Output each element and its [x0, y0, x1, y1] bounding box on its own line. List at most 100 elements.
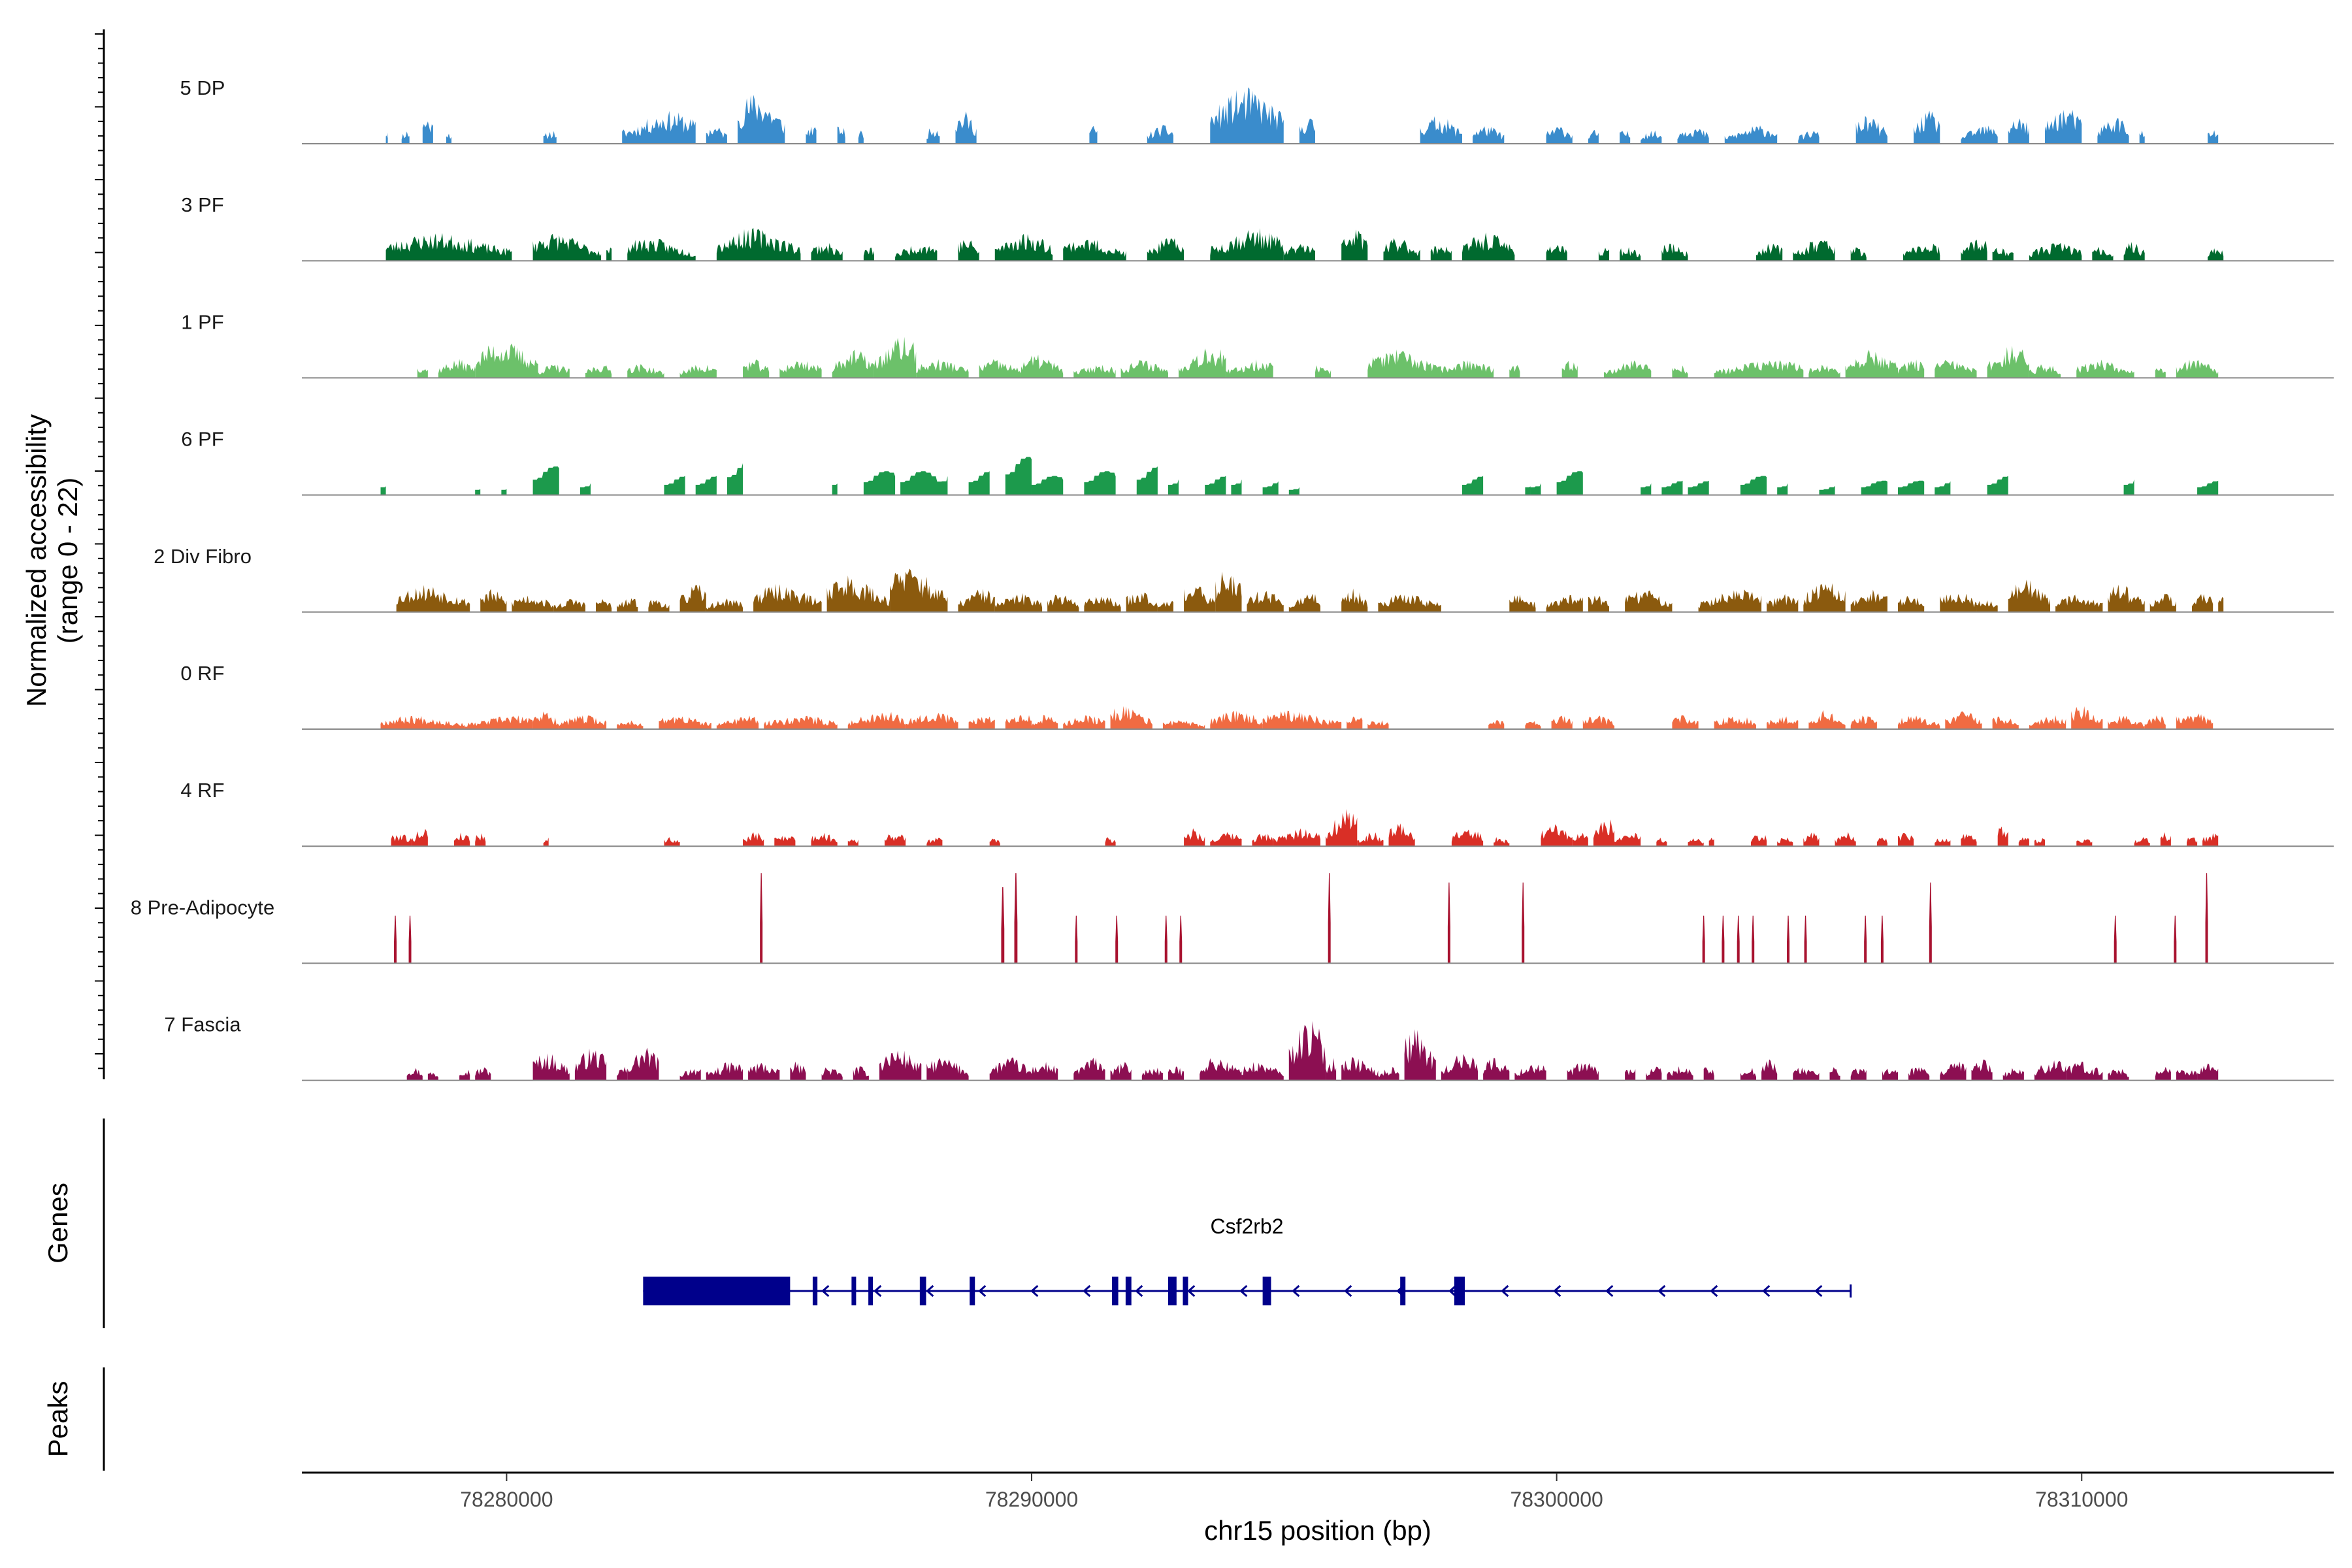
coverage-peak	[1110, 706, 1152, 729]
gene-exon	[1454, 1277, 1465, 1305]
coverage-peak	[1897, 480, 1925, 495]
coverage-peak	[885, 834, 906, 847]
coverage-peak	[2176, 1070, 2198, 1081]
coverage-peak	[1935, 359, 1977, 378]
coverage-peak	[406, 1068, 423, 1081]
coverage-peak	[821, 1067, 843, 1081]
coverage-peak	[716, 227, 801, 261]
coverage-peak	[1341, 1057, 1379, 1081]
coverage-peak	[1546, 595, 1583, 612]
coverage-peak	[1897, 359, 1925, 378]
coverage-peak	[1047, 595, 1079, 612]
gene-exon	[1183, 1277, 1188, 1305]
coverage-peak	[543, 131, 557, 144]
genes-panel: Genes Csf2rb2	[42, 1119, 1852, 1328]
coverage-peak	[617, 598, 638, 612]
coverage-peak	[1997, 826, 2008, 847]
coverage-peak	[1667, 1066, 1693, 1081]
coverage-peak	[2155, 368, 2166, 378]
coverage-peak	[385, 233, 512, 261]
coverage-y-axis	[95, 29, 105, 1079]
coverage-peak	[1567, 1063, 1599, 1081]
gene-exon	[1111, 1277, 1119, 1305]
coverage-peak	[1462, 476, 1484, 495]
coverage-peak	[1767, 716, 1799, 729]
coverage-peak	[1215, 572, 1242, 612]
coverage-peak	[989, 838, 1000, 847]
coverage-peak	[1724, 125, 1778, 144]
coverage-peak	[1514, 1064, 1546, 1081]
coverage-peak	[926, 838, 943, 847]
coverage-peak	[1850, 1068, 1867, 1081]
coverage-peak	[396, 585, 470, 612]
coverage-peak	[916, 359, 969, 378]
track-label: 7 Fascia	[164, 1013, 241, 1036]
coverage-peak	[1861, 480, 1887, 495]
coverage-peak	[1210, 87, 1284, 144]
coverage-peak	[1620, 131, 1631, 144]
coverage-peak	[1105, 837, 1116, 847]
coverage-peak	[1063, 240, 1126, 261]
coverage-peak	[1299, 118, 1315, 144]
coverage-spike	[760, 873, 763, 964]
track-label: 8 Pre-Adipocyte	[131, 896, 275, 919]
coverage-peak	[955, 111, 977, 144]
coverage-peak	[1273, 828, 1321, 847]
coverage-peak	[1656, 838, 1667, 847]
coverage-peak	[847, 711, 906, 729]
coverage-peak	[2123, 242, 2145, 261]
strand-arrow	[1292, 1284, 1300, 1298]
track-1-pf: 1 PF	[181, 310, 2334, 379]
coverage-peak	[2002, 1068, 2024, 1081]
coverage-peak	[1845, 350, 1898, 378]
coverage-peak	[580, 483, 591, 495]
coverage-peak	[1761, 1059, 1778, 1081]
coverage-peak	[1703, 1067, 1714, 1081]
coverage-peak	[1767, 594, 1799, 612]
track-2-div-fibro: 2 Div Fibro	[154, 545, 2334, 613]
coverage-peak	[617, 1066, 628, 1081]
strand-arrow	[1658, 1284, 1666, 1298]
coverage-peak	[1688, 838, 1704, 847]
coverage-peak	[2008, 118, 2029, 144]
coverage-peak	[706, 1062, 743, 1081]
coverage-peak	[1388, 823, 1415, 847]
coverage-spike	[2205, 873, 2208, 964]
coverage-peak	[1940, 593, 1977, 612]
coverage-spike	[1804, 915, 1807, 964]
gene-utr-block	[643, 1277, 791, 1305]
x-tick-label: 78300000	[1510, 1488, 1603, 1511]
coverage-peak	[2208, 248, 2224, 261]
coverage-peak	[811, 243, 843, 261]
coverage-peak	[1120, 360, 1168, 378]
coverage-peak	[1179, 348, 1226, 378]
coverage-peak	[863, 471, 896, 495]
coverage-peak	[1961, 834, 1977, 847]
coverage-peak	[1561, 361, 1578, 378]
coverage-peak	[380, 715, 465, 729]
coverage-peak	[706, 127, 727, 144]
strand-arrow	[1344, 1284, 1352, 1298]
coverage-peak	[1383, 238, 1420, 261]
coverage-peak	[1226, 359, 1273, 378]
coverage-peak	[994, 593, 1043, 612]
coverage-peak	[874, 336, 917, 378]
coverage-peak	[1850, 247, 1867, 261]
coverage-peak	[743, 832, 764, 847]
coverage-peak	[1897, 715, 1940, 729]
coverage-peak	[1136, 466, 1158, 495]
strand-arrow	[1501, 1284, 1509, 1298]
coverage-peak	[2160, 832, 2171, 847]
coverage-peak	[1525, 486, 1531, 495]
coverage-peak	[1162, 720, 1205, 729]
coverage-peak	[1326, 1058, 1337, 1081]
coverage-peak	[1750, 835, 1767, 847]
coverage-peak	[512, 595, 554, 612]
coverage-peak	[1509, 365, 1520, 378]
coverage-peak	[1462, 232, 1515, 261]
coverage-peak	[2029, 715, 2066, 729]
coverage-peak	[1935, 481, 1951, 495]
coverage-peak	[664, 476, 685, 495]
coverage-spike	[1864, 915, 1867, 964]
